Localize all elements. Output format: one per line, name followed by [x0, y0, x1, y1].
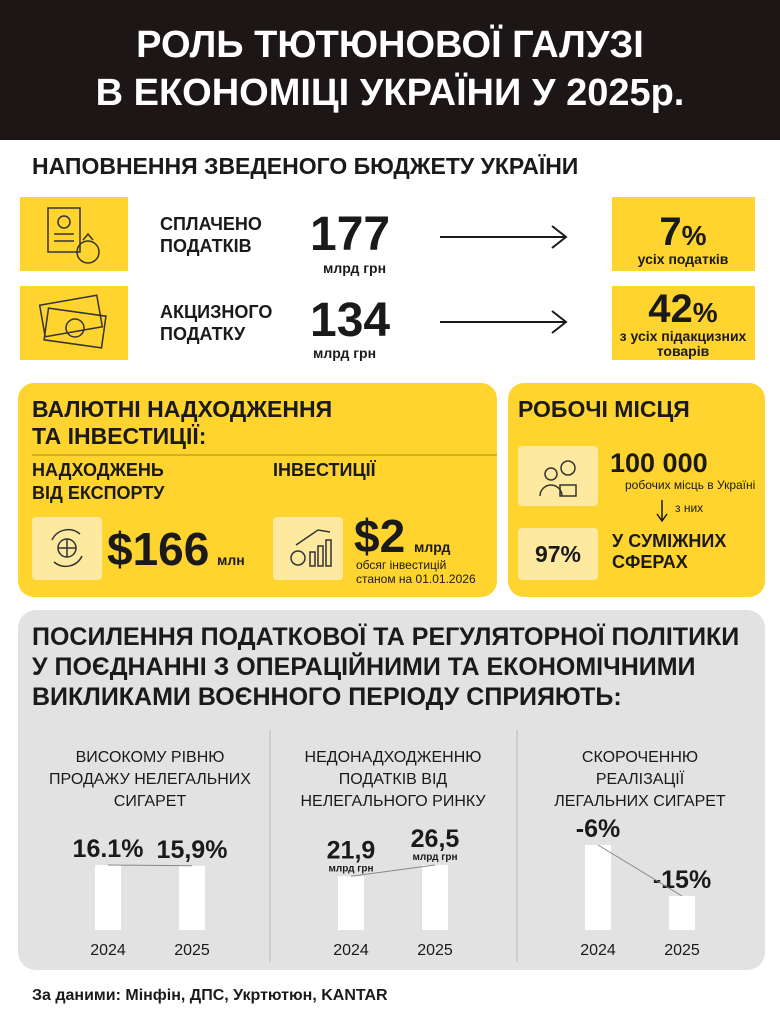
- value-label: 15,9%: [157, 836, 228, 864]
- sub-label: ІНВЕСТИЦІЇ: [273, 460, 377, 480]
- share-note: товарів: [657, 343, 710, 359]
- chart-title: НЕЛЕГАЛЬНОГО РИНКУ: [300, 793, 486, 810]
- value-label: -6%: [576, 815, 620, 843]
- arrow: [440, 225, 568, 249]
- share-box: [518, 528, 598, 580]
- share-number: 7: [659, 210, 681, 254]
- invest-value: $2: [354, 510, 405, 562]
- icon-box: [273, 517, 343, 580]
- jobs-share: 97%: [535, 541, 581, 567]
- connector: [350, 864, 436, 877]
- export-icon: [51, 528, 83, 568]
- chart-title: СКОРОЧЕННЮ: [582, 749, 698, 766]
- panel: [18, 383, 497, 597]
- row-label: ПОДАТКУ: [160, 324, 246, 344]
- year-label: 2024: [90, 942, 126, 959]
- value-label: 21,9: [327, 836, 376, 864]
- year-label: 2025: [174, 942, 210, 959]
- arrow-note: з них: [675, 501, 703, 515]
- value-label: 26,5: [411, 825, 460, 853]
- section-title: НАПОВНЕННЯ ЗВЕДЕНОГО БЮДЖЕТУ УКРАЇНИ: [32, 153, 578, 179]
- worker-icon: [539, 460, 577, 497]
- year-label: 2024: [580, 942, 616, 959]
- icon-box: [20, 286, 128, 360]
- row-label: АКЦИЗНОГО: [160, 302, 272, 322]
- policy-title: У ПОЄДНАННІ З ОПЕРАЦІЙНИМИ ТА ЕКОНОМІЧНИ…: [32, 651, 696, 681]
- row-label: ПОДАТКІВ: [160, 236, 252, 256]
- chart-title: ПРОДАЖУ НЕЛЕГАЛЬНИХ: [49, 771, 251, 788]
- share-box: [612, 197, 755, 271]
- jobs-note: робочих місць в Україні: [625, 478, 755, 492]
- connector: [597, 844, 683, 897]
- invest-unit: млрд: [414, 539, 450, 555]
- invest-icon: [290, 529, 332, 567]
- invest-note: обсяг інвестицій: [356, 558, 446, 572]
- chart-title: СИГАРЕТ: [114, 793, 187, 810]
- jobs-share-label: СФЕРАХ: [612, 552, 688, 572]
- panel-title: ТА ІНВЕСТИЦІЇ:: [32, 423, 206, 449]
- source: За даними: Мінфін, ДПС, Укртютюн, KANTAR: [32, 987, 388, 1004]
- bar: [179, 865, 205, 930]
- chart-title: ЛЕГАЛЬНИХ СИГАРЕТ: [554, 793, 726, 810]
- year-label: 2025: [417, 942, 453, 959]
- connector: [107, 864, 193, 867]
- unit-label: млрд грн: [328, 863, 373, 874]
- unit-label: млрд грн: [412, 852, 457, 863]
- row-unit: млрд грн: [313, 345, 376, 361]
- share-note: усіх податків: [638, 251, 729, 267]
- row-value: 177: [310, 208, 390, 261]
- export-unit: млн: [217, 552, 245, 568]
- jobs-share-label: У СУМІЖНИХ: [612, 531, 726, 551]
- chart-title: ВИСОКОМУ РІВНЮ: [76, 749, 225, 766]
- sub-label: НАДХОДЖЕНЬ: [32, 460, 164, 480]
- share-unit: %: [682, 220, 707, 251]
- bar: [585, 845, 611, 930]
- jobs-value: 100 000: [610, 448, 708, 478]
- arrow-down: [656, 500, 668, 523]
- year-label: 2024: [333, 942, 369, 959]
- tax-icon: [47, 207, 100, 264]
- bar: [95, 865, 121, 930]
- header-title: В ЕКОНОМІЦІ УКРАЇНИ У 2025р.: [96, 71, 685, 114]
- chart-title: РЕАЛІЗАЦІЇ: [596, 770, 685, 788]
- share-note: з усіх підакцизних: [620, 328, 747, 344]
- header-bg: [0, 0, 780, 140]
- share-number: 42: [648, 287, 693, 331]
- arrow: [440, 310, 568, 334]
- sub-label: ВІД ЕКСПОРТУ: [32, 483, 165, 503]
- invest-note: станом на 01.01.2026: [356, 572, 476, 586]
- chart-title: НЕДОНАДХОДЖЕННЮ: [305, 749, 482, 766]
- bar: [669, 896, 695, 930]
- row-unit: млрд грн: [323, 260, 386, 276]
- year-label: 2025: [664, 942, 700, 959]
- icon-box: [518, 446, 598, 506]
- value-label: -15%: [653, 866, 711, 894]
- share-unit: %: [693, 297, 718, 328]
- money-icon: [38, 294, 107, 349]
- policy-title: ПОСИЛЕННЯ ПОДАТКОВОЇ ТА РЕГУЛЯТОРНОЇ ПОЛ…: [32, 623, 739, 651]
- share-value: 7%: [659, 210, 706, 254]
- share-box: [612, 286, 755, 360]
- mini-charts: ВИСОКОМУ РІВНЮ ПРОДАЖУ НЕЛЕГАЛЬНИХ СИГАРЕТ…: [49, 749, 726, 959]
- bar: [422, 865, 448, 930]
- panel-title: РОБОЧІ МІСЦЯ: [518, 396, 690, 422]
- header-title: РОЛЬ ТЮТЮНОВОЇ ГАЛУЗІ: [136, 23, 644, 66]
- chart-title: ПОДАТКІВ ВІД: [339, 771, 448, 788]
- panel-title: ВАЛЮТНІ НАДХОДЖЕННЯ: [32, 396, 332, 422]
- value-label: 16.1%: [73, 835, 144, 863]
- share-value: 42%: [648, 287, 718, 331]
- policy-title: ВИКЛИКАМИ ВОЄННОГО ПЕРІОДУ СПРИЯЮТЬ:: [32, 683, 622, 711]
- bar: [338, 876, 364, 930]
- row-label: СПЛАЧЕНО: [160, 214, 262, 234]
- row-value: 134: [310, 294, 390, 347]
- export-value: $166: [107, 523, 209, 575]
